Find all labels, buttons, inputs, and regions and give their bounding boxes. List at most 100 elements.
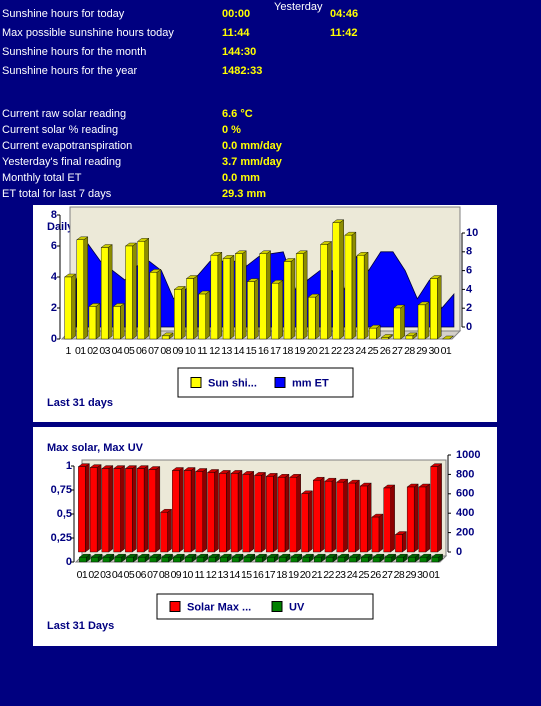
bar-side bbox=[390, 484, 395, 553]
x-tick-label: 04 bbox=[112, 569, 123, 581]
bar bbox=[418, 486, 427, 553]
bar bbox=[231, 557, 240, 563]
x-tick-label: 09 bbox=[171, 569, 182, 581]
x-tick-label: 23 bbox=[343, 345, 354, 357]
y-tick-label: 1 bbox=[66, 460, 72, 472]
bar bbox=[290, 557, 298, 563]
bar bbox=[242, 474, 250, 553]
x-tick-label: 03 bbox=[100, 569, 111, 581]
bar bbox=[266, 476, 274, 553]
bar-side bbox=[302, 250, 308, 340]
x-tick-label: 27 bbox=[382, 569, 393, 581]
y2-tick-label: 600 bbox=[456, 488, 474, 500]
x-tick-label: 19 bbox=[294, 345, 305, 357]
info-value: 04:46 bbox=[330, 8, 358, 20]
bar bbox=[243, 557, 251, 563]
y-tick-label: 0,5 bbox=[57, 508, 72, 520]
x-tick-label: 29 bbox=[416, 345, 427, 357]
bar-side bbox=[320, 476, 325, 553]
x-tick-label: 22 bbox=[323, 569, 334, 581]
bar-side bbox=[205, 290, 210, 340]
bar bbox=[383, 487, 391, 553]
y2-tick-label: 0 bbox=[456, 546, 462, 558]
x-tick-label: 28 bbox=[394, 569, 405, 581]
legend-swatch bbox=[190, 377, 202, 388]
bar bbox=[208, 557, 216, 563]
x-tick-label: 13 bbox=[221, 345, 232, 357]
x-tick-label: 26 bbox=[380, 345, 391, 357]
bar-side bbox=[402, 531, 407, 553]
x-tick-label: 02 bbox=[88, 569, 99, 581]
y2-tick-label: 1000 bbox=[456, 449, 480, 461]
bar bbox=[344, 234, 353, 340]
info-value: 11:42 bbox=[330, 27, 358, 39]
bar bbox=[372, 557, 381, 563]
bar bbox=[113, 306, 121, 340]
bar bbox=[137, 241, 145, 340]
bar bbox=[369, 327, 377, 340]
bar bbox=[160, 512, 168, 553]
bar bbox=[332, 222, 340, 340]
bar bbox=[114, 557, 122, 563]
x-tick-label: 15 bbox=[241, 569, 252, 581]
bar bbox=[254, 475, 262, 553]
bar-side bbox=[193, 275, 198, 340]
x-tick-label: 18 bbox=[276, 569, 287, 581]
bar-side bbox=[296, 473, 301, 553]
x-tick-label: 27 bbox=[392, 345, 403, 357]
bar-side bbox=[378, 513, 384, 553]
x-tick-label: 11 bbox=[194, 569, 204, 581]
bar bbox=[149, 272, 158, 340]
bar-side bbox=[108, 465, 114, 553]
x-tick-label: 11 bbox=[197, 345, 207, 357]
info-value: 11:44 bbox=[222, 27, 250, 39]
reading-label: Monthly total ET bbox=[2, 172, 82, 184]
bar-side bbox=[331, 477, 337, 553]
bar-side bbox=[83, 236, 88, 340]
info-value: 00:00 bbox=[222, 8, 250, 20]
x-tick-label: 08 bbox=[159, 569, 170, 581]
x-tick-label: 14 bbox=[233, 345, 244, 357]
y2-tick-label: 200 bbox=[456, 527, 474, 539]
bar bbox=[183, 470, 192, 553]
bar bbox=[348, 482, 356, 553]
legend-box bbox=[156, 593, 374, 620]
x-tick-label: 01 bbox=[75, 345, 86, 357]
bar-side bbox=[327, 241, 332, 340]
x-tick-label: 06 bbox=[135, 569, 146, 581]
bar bbox=[359, 485, 368, 553]
bar bbox=[174, 289, 182, 340]
y2-tick-label: 2 bbox=[466, 302, 472, 314]
x-tick-label: 21 bbox=[319, 345, 330, 357]
bar-side bbox=[95, 303, 101, 340]
bar-side bbox=[179, 467, 184, 553]
bar-side bbox=[437, 463, 442, 553]
bar bbox=[126, 557, 134, 563]
legend-swatch bbox=[271, 601, 283, 612]
bar-side bbox=[71, 273, 76, 340]
reading-value: 3.7 mm/day bbox=[222, 156, 283, 168]
y2-tick-label: 0 bbox=[466, 321, 472, 333]
bar-side bbox=[120, 465, 125, 553]
bar-side bbox=[363, 251, 369, 340]
bar-side bbox=[278, 279, 283, 340]
x-tick-label: 14 bbox=[229, 569, 240, 581]
bar-side bbox=[167, 508, 172, 553]
bar-side bbox=[261, 471, 266, 553]
x-tick-label: 25 bbox=[368, 345, 379, 357]
x-tick-label: 25 bbox=[358, 569, 369, 581]
bar bbox=[186, 278, 194, 340]
x-tick-label: 08 bbox=[160, 345, 171, 357]
bar bbox=[102, 557, 111, 563]
bar bbox=[172, 470, 180, 553]
info-value: 1482:33 bbox=[222, 65, 262, 77]
bar bbox=[419, 557, 428, 563]
y2-tick-label: 4 bbox=[466, 283, 473, 295]
bar bbox=[324, 480, 333, 553]
bar bbox=[431, 557, 439, 563]
reading-label: ET total for last 7 days bbox=[2, 188, 112, 200]
y-tick-label: 2 bbox=[51, 302, 57, 314]
bar-side bbox=[315, 293, 320, 340]
reading-value: 0.0 mm/day bbox=[222, 140, 283, 152]
